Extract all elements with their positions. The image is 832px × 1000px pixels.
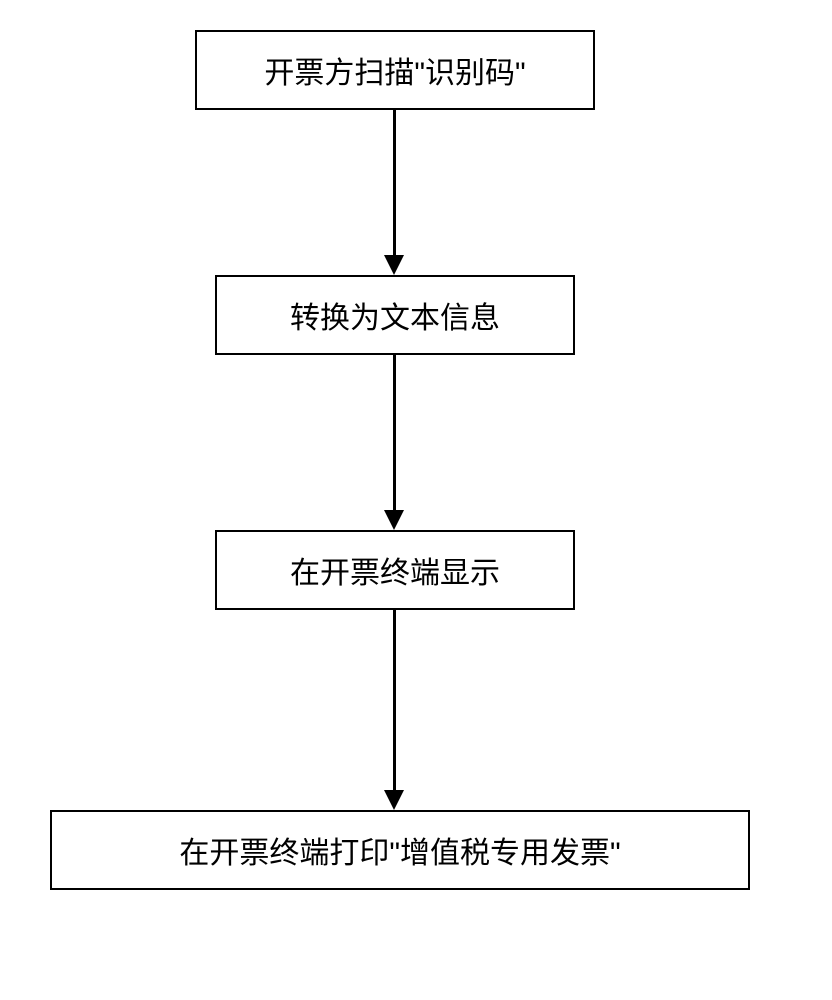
arrow-1-head (384, 255, 404, 275)
flowchart-node-4: 在开票终端打印"增值税专用发票" (50, 810, 750, 890)
arrow-2-head (384, 510, 404, 530)
node-2-label: 转换为文本信息 (290, 293, 500, 337)
flowchart-node-3: 在开票终端显示 (215, 530, 575, 610)
arrow-3-head (384, 790, 404, 810)
flowchart-node-1: 开票方扫描"识别码" (195, 30, 595, 110)
arrow-2-line (393, 355, 396, 510)
arrow-1-line (393, 110, 396, 255)
flowchart-node-2: 转换为文本信息 (215, 275, 575, 355)
node-1-label: 开票方扫描"识别码" (264, 48, 525, 92)
node-3-label: 在开票终端显示 (290, 548, 500, 592)
arrow-3-line (393, 610, 396, 790)
flowchart-container: 开票方扫描"识别码" 转换为文本信息 在开票终端显示 在开票终端打印"增值税专用… (0, 0, 832, 1000)
node-4-label: 在开票终端打印"增值税专用发票" (179, 828, 620, 872)
